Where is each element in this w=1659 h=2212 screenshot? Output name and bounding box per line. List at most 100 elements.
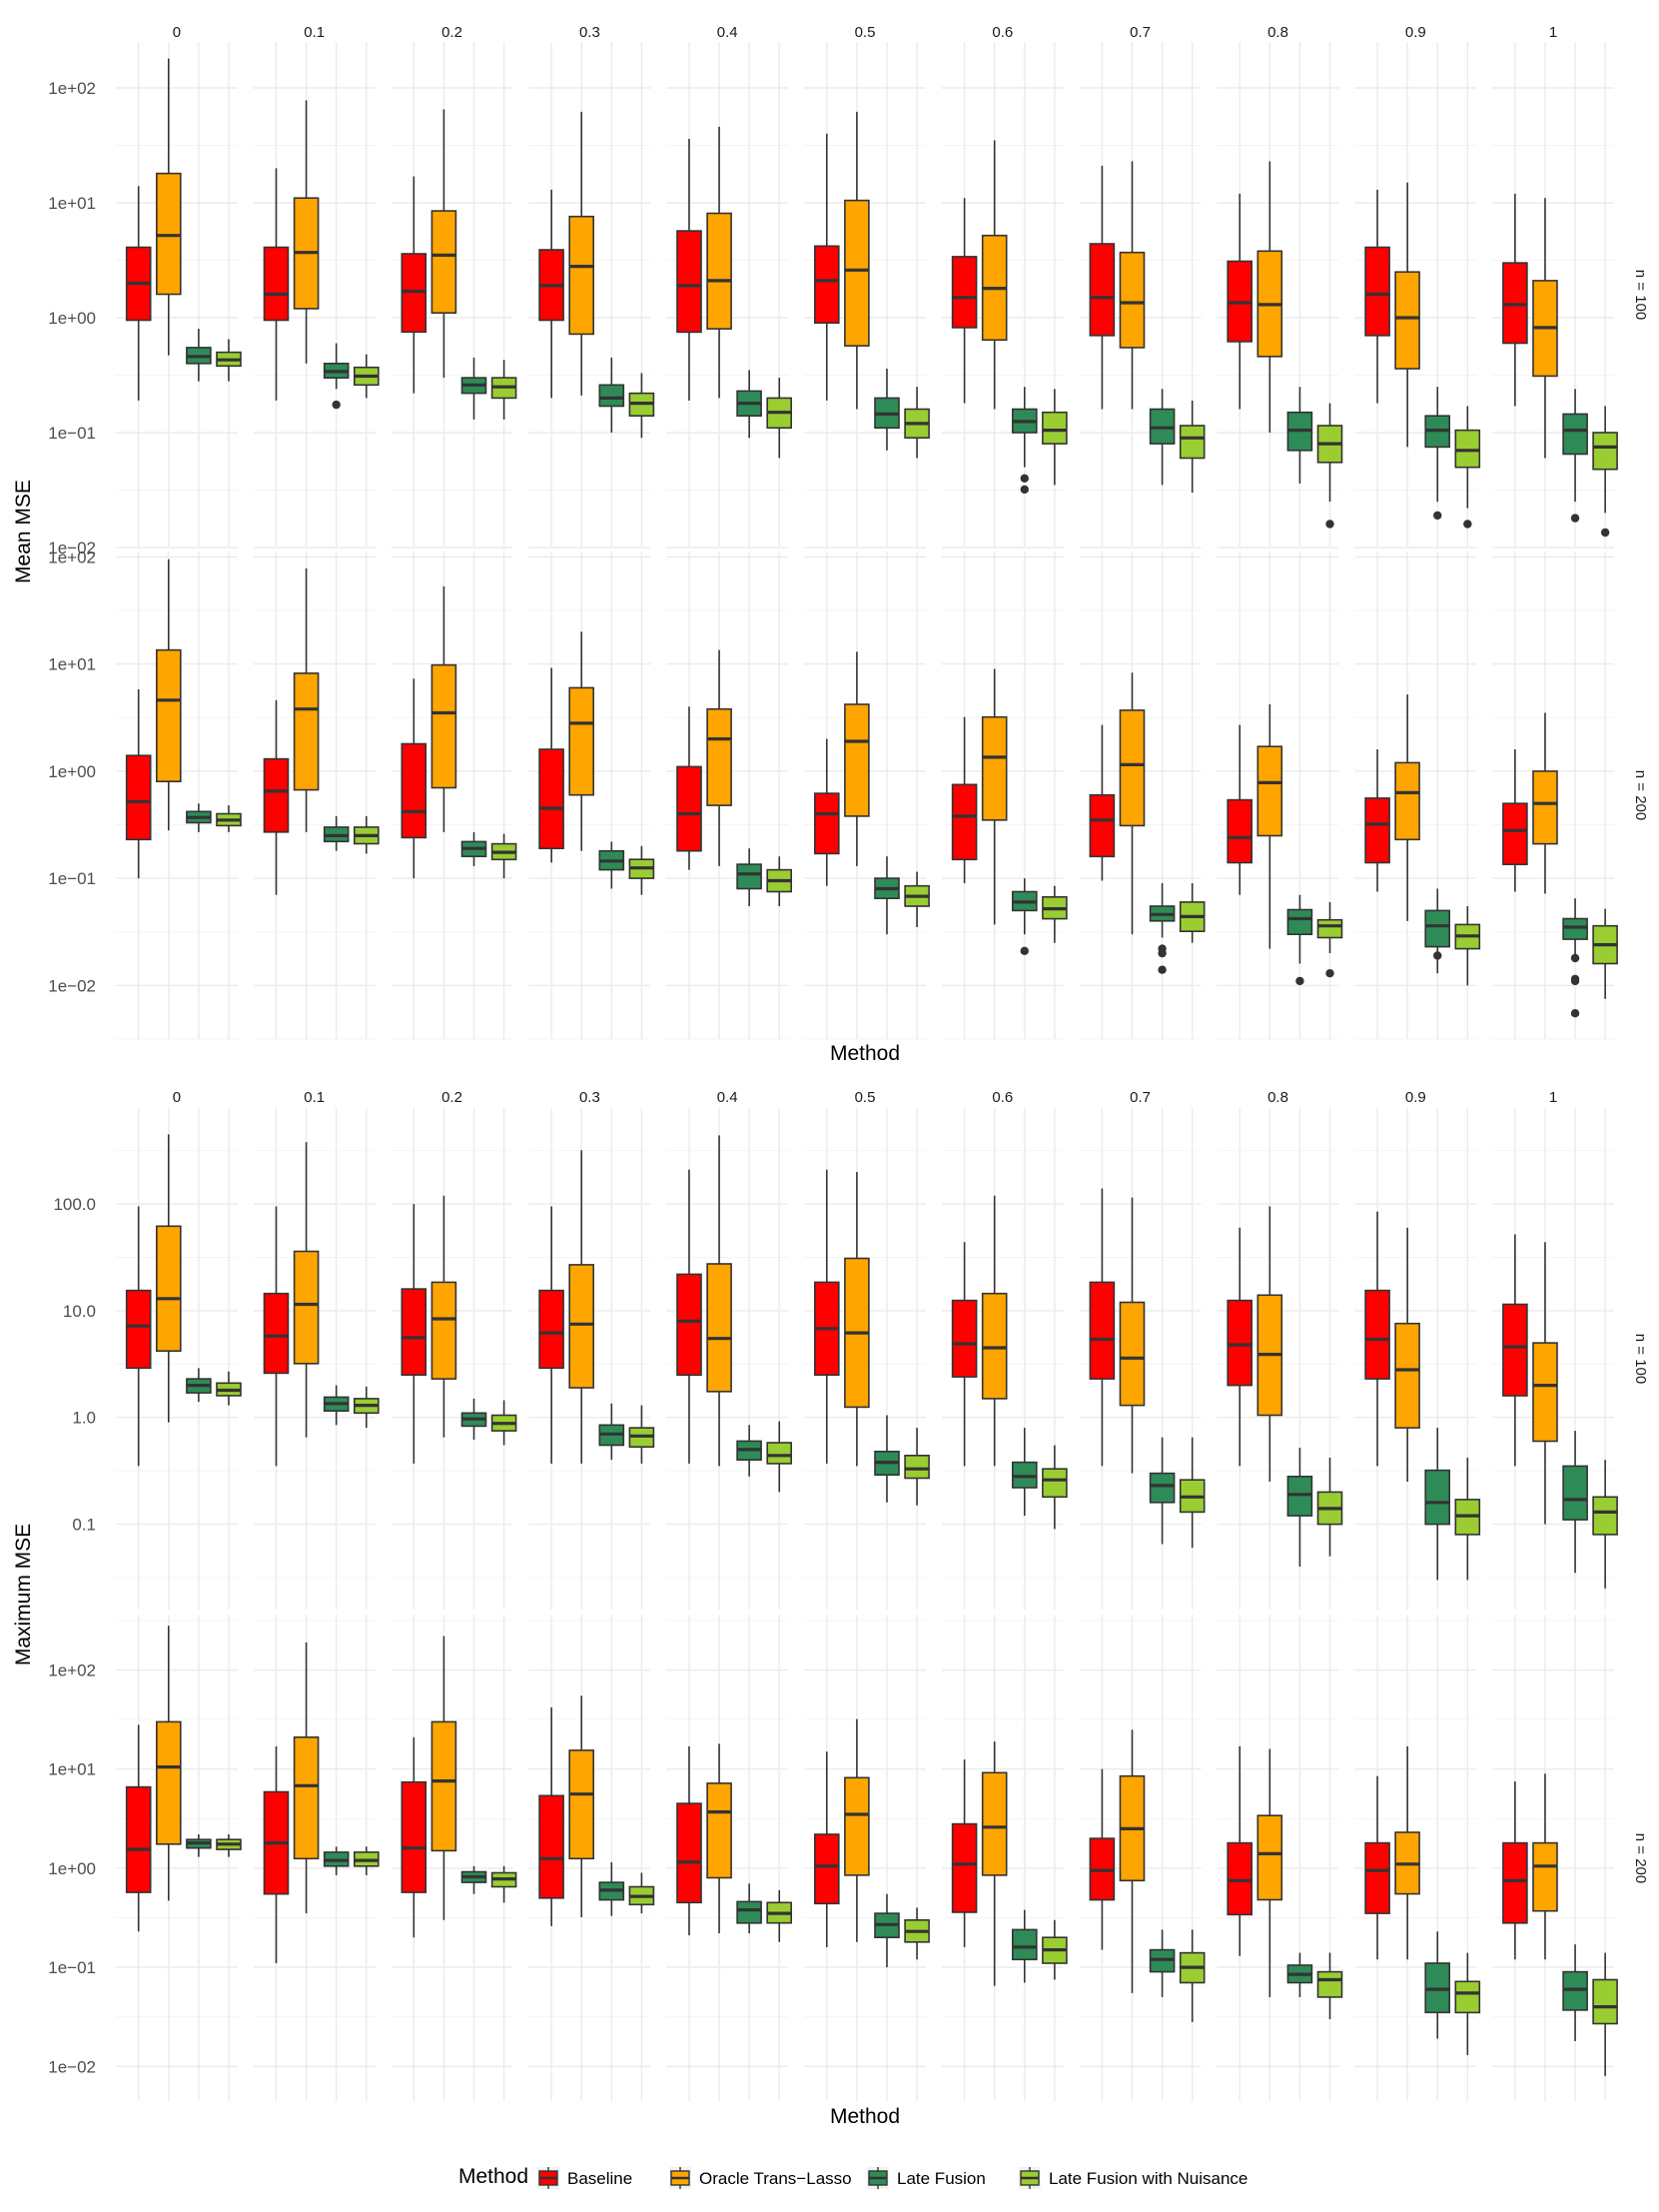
box-iqr [430, 1720, 457, 1852]
box-max-n200-0.3-late-fusion-with-nuisance [628, 1872, 655, 1914]
box-iqr [1532, 1342, 1558, 1443]
box-mean-n100-0.6-baseline [951, 198, 978, 404]
box-max-n200-0-oracle-trans-lasso [156, 1626, 182, 1901]
box-max-n100-1-late-fusion [1562, 1431, 1588, 1574]
max-n200-y-tick-label: 1e+02 [48, 1661, 96, 1680]
max-strip-label: 0 [173, 1089, 181, 1106]
box-max-n100-0.2-baseline [401, 1204, 427, 1464]
mean-strip-label: 0 [173, 24, 181, 41]
box-mean-n100-0.3-late-fusion-with-nuisance [628, 373, 655, 439]
legend-label: Late Fusion [897, 2169, 986, 2188]
box-max-n200-0.2-oracle-trans-lasso [430, 1636, 457, 1920]
box-mean-n200-0.5-baseline [813, 738, 840, 886]
box-mean-n200-0.8-baseline [1227, 724, 1252, 895]
box-max-n100-0-oracle-trans-lasso [156, 1134, 182, 1423]
box-max-n200-0.8-baseline [1227, 1745, 1252, 1956]
box-iqr [293, 672, 320, 791]
box-max-n100-0.3-late-fusion [598, 1403, 625, 1461]
box-iqr [1592, 432, 1618, 471]
box-iqr [156, 1225, 182, 1353]
box-iqr [676, 230, 702, 334]
box-iqr [1562, 413, 1588, 456]
box-mean-n100-0.2-oracle-trans-lasso [430, 109, 457, 379]
box-iqr [125, 754, 152, 841]
box-iqr [538, 1289, 564, 1370]
box-mean-n200-0.1-baseline [263, 699, 290, 895]
box-max-n200-0.6-late-fusion-with-nuisance [1042, 1919, 1068, 1980]
box-max-n200-0-baseline [125, 1724, 152, 1932]
max-n200-y-tick-label: 1e+01 [48, 1760, 96, 1779]
box-iqr [1394, 1322, 1420, 1429]
outlier-point [1463, 520, 1472, 529]
box-iqr [844, 703, 870, 817]
box-max-n100-0.5-late-fusion [874, 1415, 900, 1503]
box-iqr [263, 1292, 290, 1375]
box-iqr [293, 1736, 320, 1860]
box-iqr [844, 1776, 870, 1876]
mean-n100-y-tick-label: 1e+00 [48, 309, 96, 328]
box-iqr [538, 1794, 564, 1899]
box-mean-n200-0.5-oracle-trans-lasso [844, 651, 870, 866]
outlier-point [1158, 948, 1167, 958]
box-max-n200-0.4-oracle-trans-lasso [706, 1743, 732, 1934]
box-iqr [1364, 797, 1390, 864]
outlier-point [1433, 511, 1442, 521]
max-strip-label: 0.4 [717, 1089, 738, 1106]
box-iqr [706, 1782, 732, 1879]
box-max-n200-0.7-baseline [1089, 1768, 1116, 1950]
max-n200-y-tick-label: 1e−01 [48, 1958, 96, 1977]
mean-strip-label: 0.6 [992, 24, 1013, 41]
box-mean-n200-0.2-late-fusion-with-nuisance [490, 833, 517, 879]
mean-mse-x-title: Method [830, 1042, 900, 1065]
box-iqr [1532, 1841, 1558, 1912]
box-max-n200-0.1-late-fusion-with-nuisance [353, 1846, 380, 1875]
box-mean-n100-0.2-late-fusion [460, 357, 487, 420]
box-mean-n100-0.8-late-fusion-with-nuisance [1316, 403, 1343, 529]
box-mean-n200-0.9-late-fusion [1424, 888, 1450, 974]
box-mean-n100-0.5-baseline [813, 133, 840, 401]
outlier-point [1433, 951, 1442, 960]
box-iqr [1119, 251, 1146, 349]
box-mean-n200-0.4-oracle-trans-lasso [706, 649, 732, 866]
box-max-n200-0.8-late-fusion [1286, 1952, 1313, 1997]
box-max-n100-0.4-oracle-trans-lasso [706, 1135, 732, 1467]
box-max-n200-0.6-late-fusion [1011, 1909, 1038, 1983]
max-mse-y-title: Maximum MSE [12, 1524, 35, 1665]
box-iqr [813, 1833, 840, 1905]
box-iqr [736, 1900, 762, 1924]
box-max-n100-0.6-late-fusion [1011, 1428, 1038, 1517]
box-mean-n200-0.1-late-fusion-with-nuisance [353, 815, 380, 854]
box-iqr [676, 765, 702, 852]
box-iqr [125, 1785, 152, 1893]
box-iqr [1364, 1841, 1390, 1914]
box-mean-n200-0.3-late-fusion [598, 841, 625, 889]
box-iqr [1592, 1978, 1618, 2025]
box-iqr [1227, 798, 1252, 864]
box-max-n100-0.3-oracle-trans-lasso [568, 1150, 595, 1464]
box-iqr [706, 707, 732, 806]
box-mean-n100-0.8-oracle-trans-lasso [1256, 161, 1283, 433]
mean-n100-y-tick-label: 1e−02 [48, 539, 96, 557]
box-iqr [568, 686, 595, 796]
box-iqr [156, 1720, 182, 1845]
max-strip-label: 0.9 [1405, 1089, 1426, 1106]
box-max-n100-0-late-fusion [186, 1368, 212, 1403]
box-mean-n200-0-baseline [125, 689, 152, 879]
box-mean-n200-0.4-baseline [676, 706, 702, 870]
box-iqr [1089, 1281, 1116, 1380]
mean-strip-label: 0.7 [1130, 24, 1151, 41]
mean-strip-label: 0.2 [441, 24, 462, 41]
box-max-n100-1-oracle-trans-lasso [1532, 1242, 1558, 1525]
max-mse-x-title: Method [830, 2105, 900, 2128]
box-mean-n100-0.5-oracle-trans-lasso [844, 111, 870, 410]
box-max-n100-0.9-baseline [1364, 1211, 1390, 1467]
box-iqr [568, 215, 595, 336]
mean-strip-label: 0.8 [1267, 24, 1288, 41]
box-max-n200-0.3-oracle-trans-lasso [568, 1695, 595, 1917]
max-strip-label: 0.1 [304, 1089, 325, 1106]
box-max-n100-0.6-oracle-trans-lasso [981, 1195, 1008, 1467]
box-mean-n100-0.4-late-fusion-with-nuisance [766, 378, 793, 459]
box-iqr [430, 210, 457, 315]
box-mean-n200-0.9-baseline [1364, 749, 1390, 892]
